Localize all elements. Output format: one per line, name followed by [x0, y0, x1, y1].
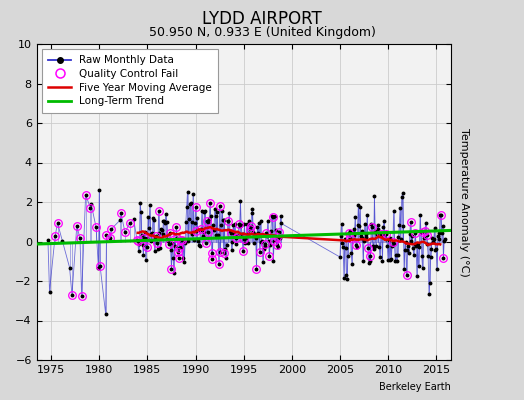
Text: Berkeley Earth: Berkeley Earth — [379, 382, 451, 392]
Text: 50.950 N, 0.933 E (United Kingdom): 50.950 N, 0.933 E (United Kingdom) — [149, 26, 375, 39]
Y-axis label: Temperature Anomaly (°C): Temperature Anomaly (°C) — [458, 128, 468, 276]
Legend: Raw Monthly Data, Quality Control Fail, Five Year Moving Average, Long-Term Tren: Raw Monthly Data, Quality Control Fail, … — [42, 49, 219, 113]
Text: LYDD AIRPORT: LYDD AIRPORT — [202, 10, 322, 28]
